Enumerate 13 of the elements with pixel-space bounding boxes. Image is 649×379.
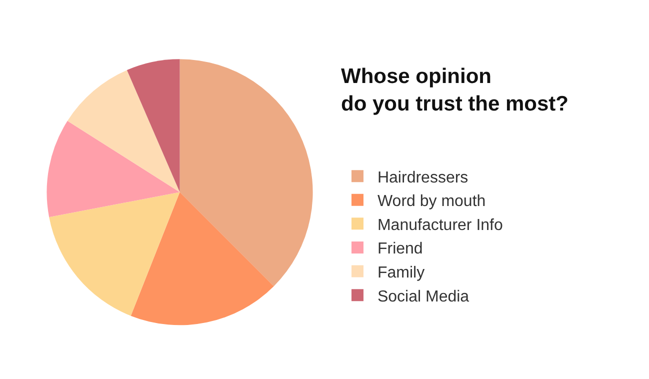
pie-slice [130,192,274,326]
pie-slice [49,192,180,316]
pie-slice [180,59,313,286]
legend-label: Family [377,264,425,282]
legend-label: Hairdressers [377,169,468,186]
legend-label: Friend [377,240,423,258]
legend-label: Word by mouth [377,193,486,210]
pie-slice [67,70,180,192]
pie-slice [47,120,180,218]
legend-label: Social Media [377,288,470,306]
text: Whose opinion do you trust the most? [341,65,568,116]
pie-slice [126,59,180,192]
legend-label: Manufacturer Info [377,216,503,234]
